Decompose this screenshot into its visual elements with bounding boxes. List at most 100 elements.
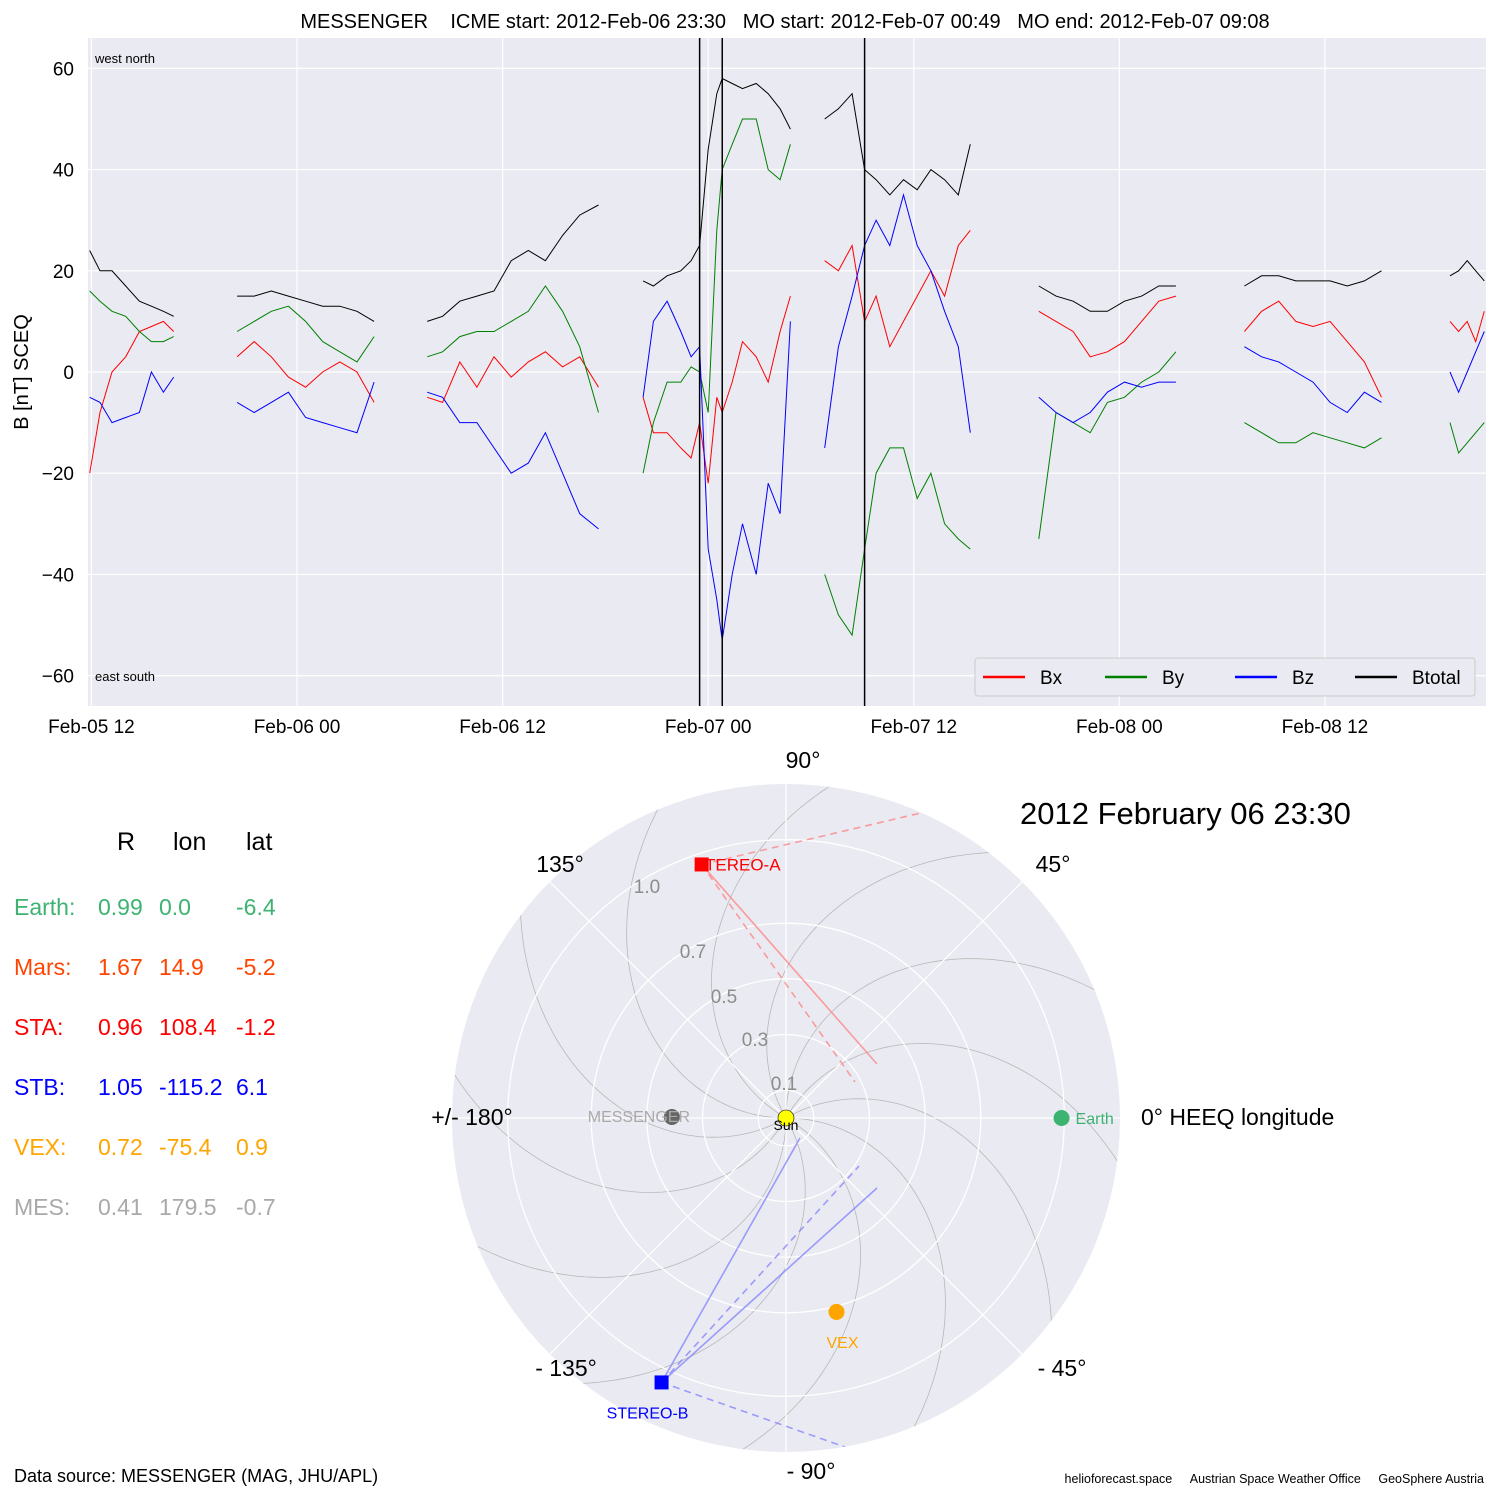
polar-position-plot: 0.1 0.3 0.5 0.7 1.0 90° 45° 0° HEEQ longitude - … — [431, 747, 1334, 1484]
series-btotal — [89, 250, 174, 317]
x-tick-label: Feb-06 00 — [254, 717, 341, 738]
x-tick-label: Feb-07 00 — [665, 717, 752, 738]
label-messenger: MESSENGER — [588, 1109, 690, 1126]
y-tick-label: −60 — [42, 667, 74, 688]
polar-grid — [452, 784, 1120, 1452]
series-bz — [89, 370, 175, 424]
marker-messenger — [663, 1109, 680, 1126]
series-bz — [824, 192, 971, 448]
position-r: 0.99 — [98, 894, 143, 920]
marker-vex — [828, 1303, 845, 1320]
series-by — [89, 290, 174, 343]
series-bz — [1449, 331, 1485, 394]
series-bx — [824, 229, 971, 349]
angle-label: - 90° — [787, 1458, 836, 1484]
label-stereo-a: STEREO-A — [694, 855, 782, 874]
stereo-b-fov-line — [661, 1381, 846, 1448]
parker-spirals — [452, 784, 1120, 1452]
angle-label: 0° HEEQ longitude — [1141, 1104, 1334, 1130]
credit-helioforecast: helioforecast.space — [1064, 1472, 1173, 1486]
chart-title: MESSENGER ICME start: 2012-Feb-06 23:30 … — [300, 11, 1269, 33]
x-tick-label: Feb-08 00 — [1076, 717, 1163, 738]
label-vex: VEX — [827, 1335, 859, 1352]
polar-date-title: 2012 February 06 23:30 — [1020, 796, 1351, 831]
series-bz — [1244, 346, 1382, 414]
marker-stereo-b — [654, 1375, 669, 1390]
position-row: STB: 1.05 -115.2 6.1 — [14, 1074, 314, 1104]
radial-tick-label: 0.3 — [742, 1030, 768, 1051]
series-bx — [1449, 311, 1485, 344]
label-sun: Sun — [774, 1117, 799, 1133]
series-bx — [1244, 300, 1382, 398]
series-btotal — [237, 290, 375, 322]
series-bx — [427, 351, 599, 404]
series-btotal — [1038, 285, 1176, 312]
position-r: 1.67 — [98, 954, 143, 980]
position-lon: 108.4 — [159, 1014, 217, 1040]
position-r: 1.05 — [98, 1074, 143, 1100]
header-r: R — [117, 828, 136, 856]
series-bx — [236, 340, 375, 403]
radial-tick-label: 1.0 — [634, 877, 660, 898]
position-lat: 0.9 — [236, 1134, 268, 1160]
credit-geosphere: GeoSphere Austria — [1378, 1472, 1484, 1486]
legend: Bx By Bz Btotal — [974, 657, 1476, 697]
marker-sun — [777, 1109, 795, 1127]
series-bz — [236, 381, 375, 434]
stereo-b-fov-line — [660, 1165, 860, 1383]
position-lon: 179.5 — [159, 1194, 217, 1220]
label-earth: Earth — [1076, 1111, 1114, 1128]
y-tick-label: −40 — [42, 565, 74, 586]
x-tick-label: Feb-07 12 — [870, 717, 957, 738]
position-lon: -115.2 — [159, 1074, 223, 1100]
legend-label-by: By — [1162, 668, 1185, 689]
series-btotal — [427, 204, 599, 322]
parker-spiral — [462, 1123, 787, 1278]
grid-lines — [88, 38, 1486, 706]
series-lines — [89, 77, 1485, 641]
parker-spiral — [788, 1043, 1120, 1176]
position-row: Mars: 1.67 14.9 -5.2 — [14, 954, 314, 984]
parker-spiral — [519, 897, 782, 1138]
position-label: MES: — [14, 1194, 71, 1220]
legend-label-bz: Bz — [1292, 668, 1314, 689]
position-lat: 6.1 — [236, 1074, 268, 1100]
position-r: 0.96 — [98, 1014, 143, 1040]
stereo-a-fov-line — [701, 811, 926, 866]
angular-gridline — [785, 881, 1023, 1119]
angle-label: +/- 180° — [431, 1104, 512, 1130]
series-bz — [1038, 381, 1176, 424]
angular-gridline — [549, 881, 787, 1119]
y-tick-label: 20 — [53, 262, 74, 283]
series-by — [1449, 422, 1485, 455]
credit-aswo: Austrian Space Weather Office — [1189, 1472, 1361, 1486]
parker-spiral — [565, 1122, 806, 1385]
position-row: MES: 0.41 179.5 -0.7 — [14, 1194, 314, 1224]
x-tick-label: Feb-05 12 — [48, 717, 135, 738]
parker-spiral — [711, 784, 844, 1116]
y-axis-label: B [nT] SCEQ — [11, 314, 33, 430]
legend-label-btotal: Btotal — [1412, 668, 1461, 689]
marker-earth — [1053, 1110, 1070, 1126]
series-btotal — [1449, 259, 1485, 282]
x-tick-label: Feb-08 12 — [1282, 717, 1369, 738]
position-label: Earth: — [14, 894, 76, 920]
header-lat: lat — [246, 828, 273, 856]
y-tick-label: −20 — [42, 464, 74, 485]
position-label: Mars: — [14, 954, 72, 980]
timeseries-plot: Feb-05 12 Feb-06 00 Feb-06 12 Feb-07 00 Feb-… — [42, 38, 1486, 738]
series-by — [236, 305, 375, 363]
position-label: STA: — [14, 1014, 64, 1040]
position-lat: -0.7 — [236, 1194, 276, 1220]
y-tick-label: 60 — [53, 59, 74, 80]
position-lat: -1.2 — [236, 1014, 276, 1040]
parker-spiral — [791, 1117, 946, 1442]
angle-label: 135° — [536, 851, 584, 877]
parker-spiral — [766, 851, 1007, 1114]
stereo-b-fov-line — [660, 1137, 801, 1383]
data-source: Data source: MESSENGER (MAG, JHU/APL) — [14, 1466, 379, 1486]
y-tick-label: 40 — [53, 161, 74, 182]
parker-spiral — [452, 1060, 784, 1193]
position-r: 0.72 — [98, 1134, 143, 1160]
series-by — [642, 118, 791, 474]
